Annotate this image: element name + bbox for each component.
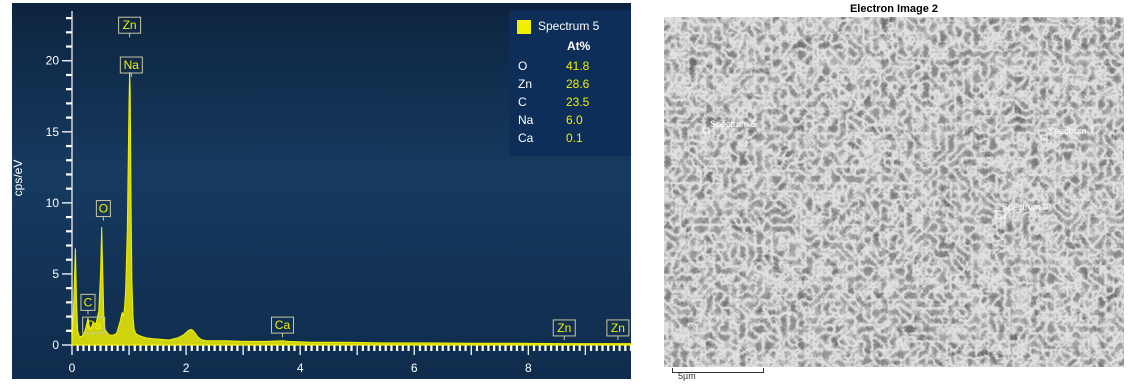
peak-label-text: Zn <box>557 321 571 335</box>
y-tick-label: 20 <box>46 54 60 68</box>
peak-label-ca: Ca <box>82 316 106 338</box>
peak-label-box <box>270 316 294 334</box>
spectrum-chart: 0 5 10 15 20 0 2 4 6 8 cps/eV Zn Na O C Ca Ca Zn Zn <box>12 11 631 375</box>
x-tick-label: 2 <box>183 361 190 375</box>
peak-label-box <box>552 319 576 337</box>
spectrum-series-line <box>71 72 631 346</box>
y-tick-label: 0 <box>52 338 59 352</box>
peak-label-zn: Zn <box>118 16 142 38</box>
peak-label-text: Zn <box>611 321 625 335</box>
scale-bar <box>672 368 764 373</box>
x-tick-label: 8 <box>525 361 532 375</box>
spectrum-marker-label: Spectrum 9 <box>1002 202 1048 212</box>
peak-label-na: Na <box>119 56 143 78</box>
legend-element: Na <box>518 113 534 127</box>
peak-label-text: C <box>84 295 93 309</box>
legend-value: 23.5 <box>566 95 590 109</box>
peak-label-text: O <box>99 202 108 216</box>
sem-markers: Spectrum 5 Spectrum 7 Spectrum 9 <box>702 119 1094 219</box>
legend-value: 0.1 <box>566 131 583 145</box>
legend-row: Na 6.0 <box>518 111 589 129</box>
legend-element: O <box>518 59 528 73</box>
legend-row: O 41.8 <box>518 57 589 75</box>
legend-value: 6.0 <box>566 113 583 127</box>
peak-label-text: Ca <box>86 318 102 332</box>
peak-label-text: Na <box>124 58 140 72</box>
peak-label-zn: Zn <box>606 319 630 340</box>
legend-box: Spectrum 5 At% O 41.8 Zn 28.6 C 23.5 Na 6.0 … <box>509 10 631 156</box>
sem-texture <box>664 17 1124 367</box>
peak-label-ca: Ca <box>270 316 294 338</box>
legend-row: Zn 28.6 <box>518 75 589 93</box>
x-tick-label: 4 <box>297 361 304 375</box>
x-tick-label: 6 <box>411 361 418 375</box>
legend-table: O 41.8 Zn 28.6 C 23.5 Na 6.0 Ca 0.1 <box>518 57 589 147</box>
electron-image-panel: Electron Image 2 Spectrum 5 Spectrum 7 Spe… <box>664 0 1124 385</box>
y-tick-label: 5 <box>52 267 59 281</box>
spectrum-marker-box <box>994 210 1006 219</box>
legend-header: At% <box>567 39 591 53</box>
electron-image-title: Electron Image 2 <box>849 3 939 15</box>
peak-label-box <box>95 200 111 218</box>
peak-label-box <box>606 319 630 337</box>
legend-row: Ca 0.1 <box>518 129 589 147</box>
y-tick-label: 10 <box>46 196 60 210</box>
peak-label-box <box>80 293 96 311</box>
peak-label-box <box>82 316 106 334</box>
y-tick-label: 15 <box>46 125 60 139</box>
legend-value: 41.8 <box>566 59 590 73</box>
peak-label-text: Ca <box>275 318 291 332</box>
legend-title: Spectrum 5 <box>538 19 600 33</box>
x-tick-label: 0 <box>69 361 76 375</box>
legend-element: Zn <box>518 77 533 91</box>
spectrum-marker-label: Spectrum 5 <box>710 119 756 129</box>
spectrum-marker-label: Spectrum 7 <box>1048 126 1094 136</box>
legend-element: Ca <box>518 131 534 145</box>
spectrum-chart-panel: 0 5 10 15 20 0 2 4 6 8 cps/eV Zn Na O C Ca Ca Zn Zn Spectr… <box>12 3 631 379</box>
spectrum-marker-box <box>1040 134 1048 141</box>
peak-label-text: Zn <box>123 18 137 32</box>
y-axis-label: cps/eV <box>12 160 25 197</box>
spectrum-marker-box <box>702 127 710 134</box>
legend-value: 28.6 <box>566 77 590 91</box>
sem-micrograph: Spectrum 5 Spectrum 7 Spectrum 9 <box>664 17 1124 367</box>
peak-label-zn: Zn <box>552 319 576 340</box>
peak-label-c: C <box>80 293 96 315</box>
peak-label-box <box>118 16 142 34</box>
legend-swatch <box>517 20 531 34</box>
scale-bar-label: 5µm <box>678 371 696 381</box>
legend-element: C <box>518 95 527 109</box>
peak-label-box <box>119 56 143 74</box>
peak-label-o: O <box>95 200 111 221</box>
legend-row: C 23.5 <box>518 93 589 111</box>
